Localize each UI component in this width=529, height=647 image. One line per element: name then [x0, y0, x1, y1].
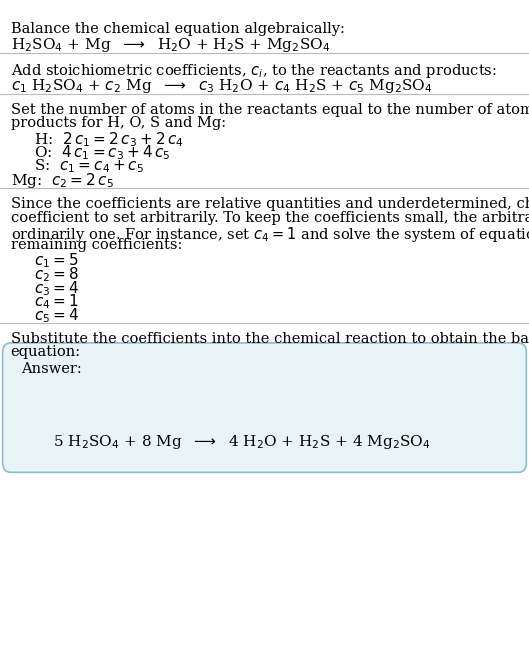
Text: H$_2$SO$_4$ + Mg  $\longrightarrow$  H$_2$O + H$_2$S + Mg$_2$SO$_4$: H$_2$SO$_4$ + Mg $\longrightarrow$ H$_2$… — [11, 36, 330, 54]
Text: products for H, O, S and Mg:: products for H, O, S and Mg: — [11, 116, 226, 131]
Text: Set the number of atoms in the reactants equal to the number of atoms in the: Set the number of atoms in the reactants… — [11, 103, 529, 117]
Text: Since the coefficients are relative quantities and underdetermined, choose a: Since the coefficients are relative quan… — [11, 197, 529, 212]
Text: O:  $4\,c_1 = c_3 + 4\,c_5$: O: $4\,c_1 = c_3 + 4\,c_5$ — [34, 144, 171, 162]
Text: remaining coefficients:: remaining coefficients: — [11, 238, 182, 252]
Text: Answer:: Answer: — [21, 362, 82, 377]
Text: Balance the chemical equation algebraically:: Balance the chemical equation algebraica… — [11, 22, 344, 36]
Text: H:  $2\,c_1 = 2\,c_3 + 2\,c_4$: H: $2\,c_1 = 2\,c_3 + 2\,c_4$ — [34, 130, 184, 149]
Text: $c_3 = 4$: $c_3 = 4$ — [34, 279, 79, 298]
Text: Add stoichiometric coefficients, $c_i$, to the reactants and products:: Add stoichiometric coefficients, $c_i$, … — [11, 62, 496, 80]
Text: ordinarily one. For instance, set $c_4 = 1$ and solve the system of equations fo: ordinarily one. For instance, set $c_4 =… — [11, 225, 529, 243]
Text: $c_1 = 5$: $c_1 = 5$ — [34, 252, 79, 270]
Text: $c_5 = 4$: $c_5 = 4$ — [34, 306, 79, 325]
Text: 5 H$_2$SO$_4$ + 8 Mg  $\longrightarrow$  4 H$_2$O + H$_2$S + 4 Mg$_2$SO$_4$: 5 H$_2$SO$_4$ + 8 Mg $\longrightarrow$ 4… — [53, 433, 431, 452]
Text: Substitute the coefficients into the chemical reaction to obtain the balanced: Substitute the coefficients into the che… — [11, 332, 529, 346]
Text: $c_2 = 8$: $c_2 = 8$ — [34, 265, 79, 284]
Text: $c_1$ H$_2$SO$_4$ + $c_2$ Mg  $\longrightarrow$  $c_3$ H$_2$O + $c_4$ H$_2$S + $: $c_1$ H$_2$SO$_4$ + $c_2$ Mg $\longright… — [11, 77, 432, 95]
FancyBboxPatch shape — [3, 343, 526, 472]
Text: $c_4 = 1$: $c_4 = 1$ — [34, 292, 79, 311]
Text: Mg:  $c_2 = 2\,c_5$: Mg: $c_2 = 2\,c_5$ — [11, 171, 113, 190]
Text: equation:: equation: — [11, 345, 81, 360]
Text: S:  $c_1 = c_4 + c_5$: S: $c_1 = c_4 + c_5$ — [34, 157, 144, 175]
Text: coefficient to set arbitrarily. To keep the coefficients small, the arbitrary va: coefficient to set arbitrarily. To keep … — [11, 211, 529, 225]
